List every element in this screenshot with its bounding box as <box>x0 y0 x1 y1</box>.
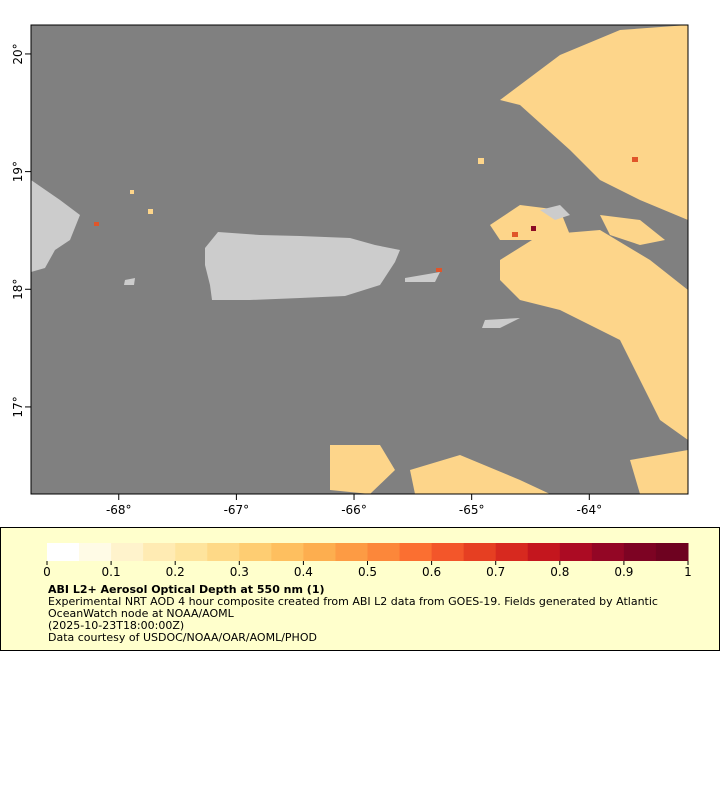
y-tick-label: 19° <box>11 161 25 182</box>
map-layer <box>30 24 689 495</box>
aerosol-pixel <box>130 190 134 194</box>
y-tick-label: 18° <box>11 279 25 300</box>
mona-island <box>124 278 135 285</box>
aerosol-patch <box>500 230 688 440</box>
colorbar-tick-label: 0.3 <box>230 565 249 579</box>
legend-line: Experimental NRT AOD 4 hour composite cr… <box>48 595 658 608</box>
colorbar-swatch <box>495 543 529 561</box>
legend-title: ABI L2+ Aerosol Optical Depth at 550 nm … <box>48 583 325 596</box>
colorbar-swatch <box>527 543 561 561</box>
colorbar-tick-label: 0.4 <box>294 565 313 579</box>
vieques <box>405 272 440 282</box>
colorbar-tick-label: 0.9 <box>614 565 633 579</box>
aerosol-pixel <box>632 157 638 162</box>
colorbar-swatch <box>207 543 240 561</box>
aerosol-pixel <box>478 158 484 164</box>
aerosol-field <box>130 25 688 494</box>
aerosol-pixel <box>148 209 153 214</box>
puerto-rico <box>205 232 400 300</box>
colorbar-swatch <box>271 543 304 561</box>
colorbar-swatch <box>431 543 465 561</box>
aerosol-pixel <box>512 232 518 237</box>
aerosol-patch <box>330 445 395 494</box>
colorbar-swatch <box>367 543 401 561</box>
aerosol-patch <box>600 215 665 245</box>
aerosol-patch <box>630 450 688 494</box>
colorbar-swatch <box>111 543 144 561</box>
y-tick-label: 20° <box>11 43 25 64</box>
aerosol-pixel <box>436 268 442 272</box>
x-tick-label: -65° <box>459 503 485 517</box>
map-frame <box>30 24 689 495</box>
aerosol-pixel <box>531 226 536 231</box>
colorbar-swatch <box>143 543 176 561</box>
legend-line: Data courtesy of USDOC/NOAA/OAR/AOML/PHO… <box>48 631 317 644</box>
x-tick-label: -64° <box>576 503 602 517</box>
colorbar-swatch <box>399 543 433 561</box>
colorbar-tick-label: 0 <box>43 565 51 579</box>
aerosol-patch <box>410 455 550 494</box>
colorbar-swatch <box>239 543 272 561</box>
x-tick-label: -68° <box>106 503 132 517</box>
colorbar-tick-label: 0.5 <box>358 565 377 579</box>
aerosol-patch <box>500 25 688 220</box>
colorbar-tick-label: 0.6 <box>422 565 441 579</box>
colorbar-swatch <box>623 543 657 561</box>
legend-line: OceanWatch node at NOAA/AOML <box>48 607 235 620</box>
x-tick-label: -66° <box>341 503 367 517</box>
colorbar-tick-label: 0.7 <box>486 565 505 579</box>
y-tick-label: 17° <box>11 396 25 417</box>
land <box>31 180 570 328</box>
colorbar-swatch <box>591 543 625 561</box>
colorbar-swatch <box>175 543 208 561</box>
colorbar-swatch <box>559 543 593 561</box>
colorbar-tick-label: 0.1 <box>102 565 121 579</box>
virgin-islands <box>540 205 570 220</box>
aerosol-pixel <box>94 222 99 226</box>
aerosol-high <box>94 157 638 272</box>
colorbar-swatch <box>47 543 80 561</box>
colorbar-tick-label: 0.2 <box>166 565 185 579</box>
x-tick-label: -67° <box>224 503 250 517</box>
hispaniola <box>31 180 80 272</box>
colorbar-swatch <box>303 543 336 561</box>
colorbar-swatch <box>335 543 368 561</box>
colorbar-swatch <box>655 543 689 561</box>
legend-line: (2025-10-23T18:00:00Z) <box>48 619 184 632</box>
colorbar-tick-label: 0.8 <box>550 565 569 579</box>
colorbar-tick-label: 1 <box>684 565 692 579</box>
colorbar-swatch <box>463 543 497 561</box>
st-croix <box>482 318 520 328</box>
colorbar-swatch <box>79 543 112 561</box>
